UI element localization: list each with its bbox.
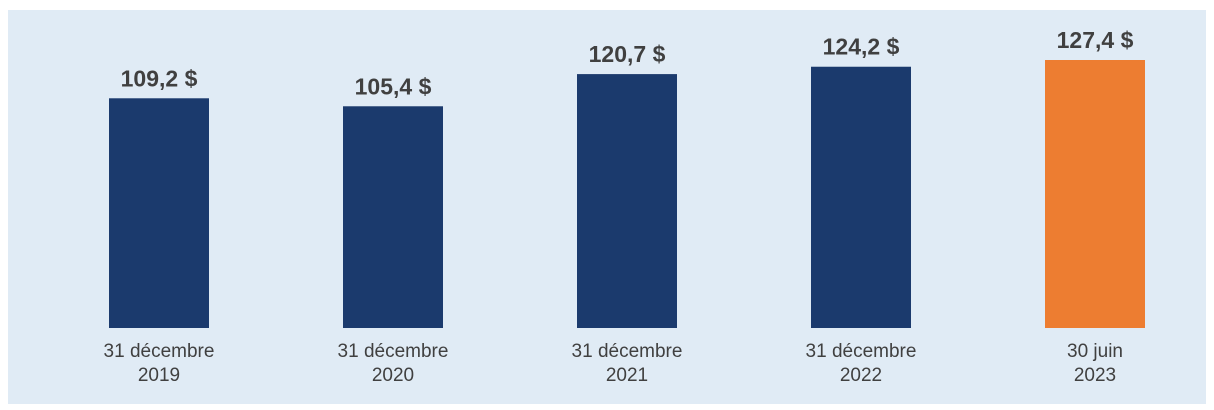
bar-1 (343, 106, 443, 328)
bar-0 (109, 98, 209, 329)
category-label-3-line-1: 2022 (840, 365, 882, 386)
bar-3 (811, 66, 911, 328)
category-label-2-line-1: 2021 (606, 365, 648, 386)
category-label-3-line-0: 31 décembre (806, 341, 917, 362)
category-label-0-line-0: 31 décembre (104, 341, 215, 362)
category-label-0-line-1: 2019 (138, 365, 180, 386)
category-label-4-line-1: 2023 (1074, 365, 1116, 386)
bar-4 (1045, 60, 1145, 328)
value-label-3: 124,2 $ (823, 34, 900, 60)
category-label-2-line-0: 31 décembre (572, 341, 683, 362)
bar-2 (577, 74, 677, 328)
category-label-1-line-1: 2020 (372, 365, 414, 386)
value-label-4: 127,4 $ (1057, 27, 1134, 53)
category-label-4-line-0: 30 juin (1067, 341, 1123, 362)
value-label-1: 105,4 $ (355, 73, 432, 99)
category-label-1-line-0: 31 décembre (338, 341, 449, 362)
value-label-0: 109,2 $ (121, 65, 198, 91)
value-label-2: 120,7 $ (589, 41, 666, 67)
